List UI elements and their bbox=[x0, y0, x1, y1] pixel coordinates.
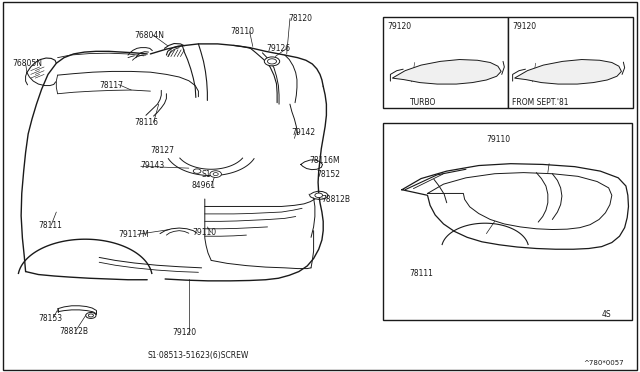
Text: 76805N: 76805N bbox=[13, 59, 43, 68]
Text: 79110: 79110 bbox=[192, 228, 216, 237]
Text: 79120: 79120 bbox=[387, 22, 412, 31]
Text: FROM SEPT.'81: FROM SEPT.'81 bbox=[512, 98, 568, 107]
Polygon shape bbox=[392, 60, 501, 84]
Text: 78152: 78152 bbox=[317, 170, 341, 179]
Text: 78127: 78127 bbox=[150, 146, 174, 155]
Text: 78153: 78153 bbox=[38, 314, 63, 323]
Text: 78812B: 78812B bbox=[60, 327, 88, 336]
Text: 78110: 78110 bbox=[230, 27, 254, 36]
Text: S1·08513-51623(6)SCREW: S1·08513-51623(6)SCREW bbox=[148, 351, 249, 360]
Text: 79117M: 79117M bbox=[118, 230, 149, 239]
Text: S1: S1 bbox=[202, 170, 211, 179]
Text: 79120: 79120 bbox=[173, 328, 197, 337]
Circle shape bbox=[88, 314, 93, 317]
Circle shape bbox=[193, 169, 201, 173]
Circle shape bbox=[264, 57, 280, 66]
Text: 78111: 78111 bbox=[410, 269, 433, 278]
Text: 4S: 4S bbox=[602, 310, 611, 319]
Text: 78120: 78120 bbox=[288, 14, 312, 23]
Text: 78116: 78116 bbox=[134, 118, 159, 127]
Text: ^780*0057: ^780*0057 bbox=[584, 360, 624, 366]
Text: 78812B: 78812B bbox=[321, 195, 350, 203]
Text: 84961: 84961 bbox=[192, 182, 216, 190]
Circle shape bbox=[86, 312, 96, 318]
Text: 78116M: 78116M bbox=[309, 156, 340, 165]
Circle shape bbox=[268, 59, 276, 64]
Text: TURBO: TURBO bbox=[410, 98, 436, 107]
Text: 76804N: 76804N bbox=[134, 31, 164, 40]
Text: 78111: 78111 bbox=[38, 221, 62, 230]
Bar bbox=[508, 17, 633, 108]
Circle shape bbox=[210, 171, 221, 177]
Text: 79142: 79142 bbox=[291, 128, 316, 137]
Circle shape bbox=[213, 173, 218, 176]
Text: 79143: 79143 bbox=[141, 161, 165, 170]
Text: 79126: 79126 bbox=[266, 44, 291, 53]
Circle shape bbox=[315, 193, 323, 198]
Bar bbox=[383, 123, 632, 320]
Bar bbox=[383, 17, 508, 108]
Text: 79110: 79110 bbox=[486, 135, 511, 144]
Text: 78117: 78117 bbox=[99, 81, 123, 90]
Polygon shape bbox=[515, 60, 621, 84]
Text: 79120: 79120 bbox=[512, 22, 536, 31]
